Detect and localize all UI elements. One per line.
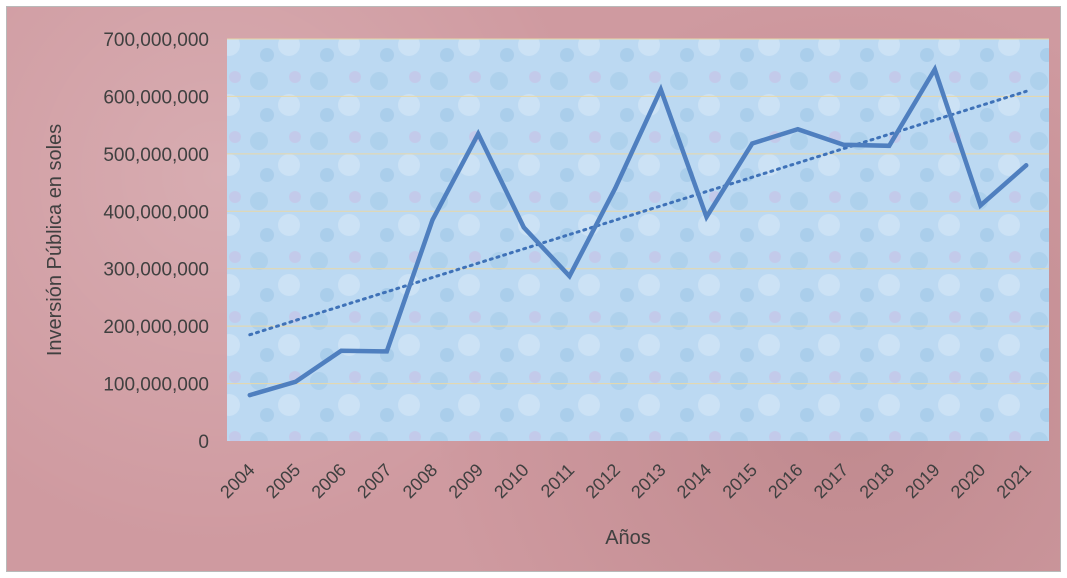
data-point <box>613 186 618 191</box>
gridlines <box>227 38 1049 385</box>
x-tick-label: 2018 <box>856 460 898 502</box>
data-point <box>750 141 755 146</box>
y-tick-label: 0 <box>198 432 209 453</box>
x-tick-label: 2008 <box>399 460 441 502</box>
y-tick-label: 400,000,000 <box>103 202 209 223</box>
x-tick-label: 2014 <box>673 460 715 502</box>
y-axis: 0 100,000,000 200,000,000 300,000,000 400,00… <box>103 30 209 453</box>
y-tick-label: 300,000,000 <box>103 260 209 281</box>
data-point <box>704 215 709 220</box>
x-tick-label: 2020 <box>947 460 989 502</box>
data-point <box>247 393 252 398</box>
data-point <box>476 131 481 136</box>
data-point <box>430 217 435 222</box>
x-tick-label: 2012 <box>582 460 624 502</box>
data-point <box>567 274 572 279</box>
x-tick-label: 2013 <box>627 460 669 502</box>
x-tick-label: 2011 <box>537 460 579 502</box>
data-point <box>887 143 892 148</box>
x-tick-label: 2004 <box>216 460 258 502</box>
x-axis: 2004 2005 2006 2007 2008 2009 2010 2011 2012 2013… <box>216 460 1035 502</box>
data-point <box>1024 163 1029 168</box>
data-point <box>932 67 937 72</box>
x-tick-label: 2010 <box>490 460 532 502</box>
x-tick-label: 2021 <box>993 460 1035 502</box>
data-point <box>978 203 983 208</box>
plot-area <box>227 39 1049 441</box>
chart-area: 0 100,000,000 200,000,000 300,000,000 400,00… <box>6 6 1061 572</box>
line-chart: 0 100,000,000 200,000,000 300,000,000 400,00… <box>44 30 1049 549</box>
x-tick-label: 2005 <box>262 460 304 502</box>
series-points <box>247 67 1029 398</box>
data-point <box>384 349 389 354</box>
x-tick-label: 2019 <box>901 460 943 502</box>
series-line <box>247 64 1029 398</box>
data-point <box>841 142 846 147</box>
data-point <box>339 348 344 353</box>
y-tick-label: 700,000,000 <box>103 30 209 51</box>
x-tick-label: 2009 <box>445 460 487 502</box>
data-point <box>795 127 800 132</box>
data-point <box>521 225 526 230</box>
y-tick-label: 200,000,000 <box>103 317 209 338</box>
x-tick-label: 2016 <box>764 460 806 502</box>
data-point <box>658 87 663 92</box>
y-tick-label: 600,000,000 <box>103 87 209 108</box>
x-tick-label: 2015 <box>719 460 761 502</box>
y-tick-label: 500,000,000 <box>103 145 209 166</box>
y-axis-label: Inversión Pública en soles <box>44 124 66 356</box>
y-tick-label: 100,000,000 <box>103 375 209 396</box>
x-tick-label: 2006 <box>308 460 350 502</box>
x-tick-label: 2017 <box>810 460 852 502</box>
x-axis-label: Años <box>605 527 651 549</box>
data-point <box>293 379 298 384</box>
x-tick-label: 2007 <box>353 460 395 502</box>
